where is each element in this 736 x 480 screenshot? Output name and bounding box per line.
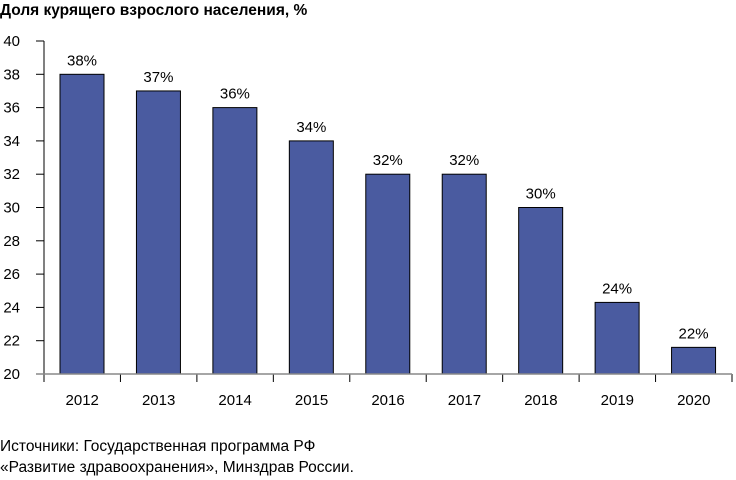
data-label-2015: 34%: [296, 119, 326, 136]
x-tick-label: 2012: [66, 392, 99, 409]
bar-2013: [135, 90, 181, 375]
x-tick-label: 2019: [601, 392, 634, 409]
bar-2017: [441, 173, 487, 375]
x-tick-label: 2015: [295, 392, 328, 409]
bar-2016: [365, 173, 411, 375]
y-tick-label: 28: [3, 233, 20, 250]
bar-2014: [212, 107, 258, 375]
y-tick-label: 24: [3, 299, 20, 316]
bar-2019: [594, 301, 640, 375]
y-tick-label: 22: [3, 333, 20, 350]
data-label-2013: 37%: [143, 69, 173, 86]
chart-title: Доля курящего взрослого населения, %: [0, 2, 308, 19]
x-tick-label: 2016: [371, 392, 404, 409]
y-tick-label: 32: [3, 166, 20, 183]
bar-2020: [671, 346, 717, 375]
data-label-2020: 22%: [679, 325, 709, 342]
bar-2015: [288, 140, 334, 375]
y-tick-label: 38: [3, 66, 20, 83]
data-label-2012: 38%: [67, 52, 97, 69]
y-tick-label: 40: [3, 33, 20, 50]
y-tick-label: 30: [3, 200, 20, 217]
y-tick-label: 26: [3, 266, 20, 283]
y-tick-label: 36: [3, 100, 20, 117]
y-tick-label: 20: [3, 366, 20, 383]
data-label-2018: 30%: [526, 186, 556, 203]
data-label-2016: 32%: [373, 152, 403, 169]
source-line-1: Источники: Государственная программа РФ: [0, 438, 316, 455]
x-tick-label: 2018: [524, 392, 557, 409]
source-line-2: «Развитие здравоохранения», Минздрав Рос…: [0, 459, 354, 476]
bar-2012: [59, 73, 105, 375]
data-label-2017: 32%: [449, 152, 479, 169]
x-tick-label: 2014: [218, 392, 251, 409]
x-tick-label: 2020: [677, 392, 710, 409]
y-tick-label: 34: [3, 133, 20, 150]
data-label-2019: 24%: [602, 280, 632, 297]
x-tick-label: 2013: [142, 392, 175, 409]
bar-2018: [518, 207, 564, 375]
x-tick-label: 2017: [448, 392, 481, 409]
data-label-2014: 36%: [220, 86, 250, 103]
